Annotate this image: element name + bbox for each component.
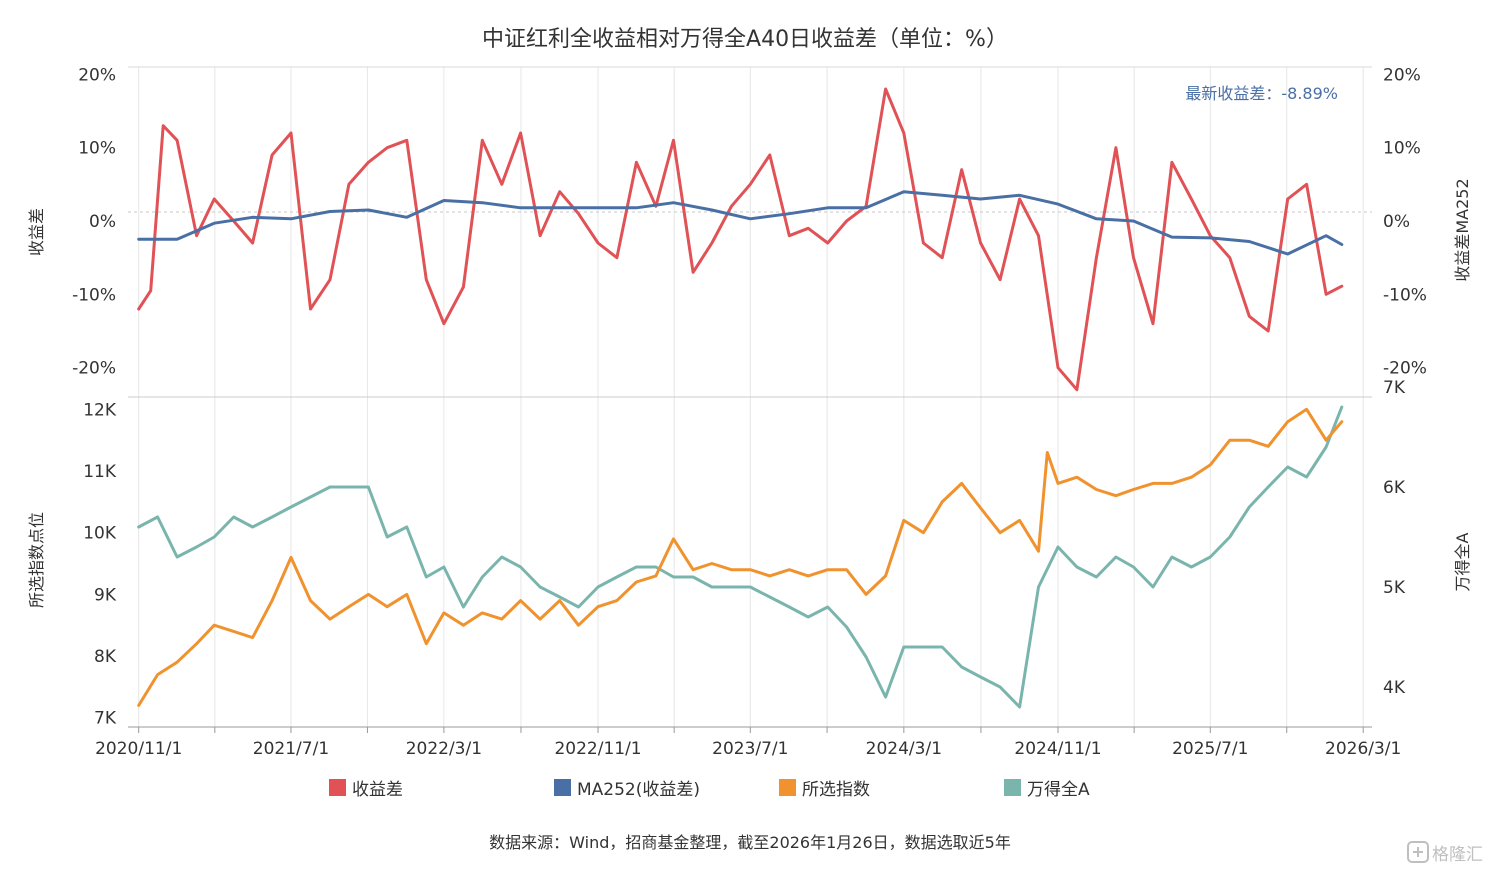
top-left-y-tick-label: 0% bbox=[89, 212, 116, 232]
legend-label-ma252: MA252(收益差) bbox=[577, 780, 700, 800]
bottom-left-y-tick-label: 11K bbox=[83, 462, 117, 482]
top-left-y-tick-label: -20% bbox=[72, 359, 116, 379]
legend-swatch-index bbox=[779, 779, 796, 796]
series-line-ma252 bbox=[137, 190, 1344, 256]
bottom-left-y-tick-label: 9K bbox=[94, 585, 117, 605]
watermark-text: 格隆汇 bbox=[1432, 845, 1483, 865]
bottom-right-y-tick-label: 7K bbox=[1383, 378, 1406, 398]
top-left-y-tick-label: 10% bbox=[78, 139, 116, 159]
bottom-left-y-tick-label: 10K bbox=[83, 524, 117, 544]
top-right-y-tick-label: 20% bbox=[1383, 65, 1421, 85]
watermark-logo: 格隆汇 bbox=[1407, 841, 1483, 865]
legend-swatch-spread bbox=[329, 779, 346, 796]
top-right-y-tick-label: 10% bbox=[1383, 139, 1421, 159]
legend-label-spread: 收益差 bbox=[352, 780, 403, 800]
source-note: 数据来源：Wind，招商基金整理，截至2026年1月26日，数据选取近5年 bbox=[489, 833, 1011, 852]
legend-label-wind-a: 万得全A bbox=[1027, 780, 1090, 800]
top-left-y-tick-label: -10% bbox=[72, 285, 116, 305]
top-left-axis-title: 收益差 bbox=[27, 208, 46, 256]
bottom-left-y-tick-label: 7K bbox=[94, 709, 117, 729]
bottom-right-y-tick-label: 6K bbox=[1383, 478, 1406, 498]
x-tick-label: 2021/7/1 bbox=[253, 739, 329, 759]
bottom-left-axis-title: 所选指数点位 bbox=[27, 512, 46, 608]
top-right-y-tick-label: -20% bbox=[1383, 359, 1427, 379]
series-line-wind-a bbox=[137, 405, 1344, 709]
top-left-y-tick-label: 20% bbox=[78, 65, 116, 85]
x-tick-label: 2025/7/1 bbox=[1172, 739, 1248, 759]
legend-swatch-ma252 bbox=[554, 779, 571, 796]
x-tick-label: 2022/3/1 bbox=[406, 739, 482, 759]
legend: 收益差 MA252(收益差) 所选指数 万得全A bbox=[329, 779, 1090, 800]
annotation-latest-spread: 最新收益差：-8.89% bbox=[1185, 84, 1338, 103]
chart-title: 中证红利全收益相对万得全A40日收益差（单位：%） bbox=[482, 27, 1008, 52]
bottom-right-y-tick-label: 5K bbox=[1383, 578, 1406, 598]
x-tick-label: 2023/7/1 bbox=[712, 739, 788, 759]
tick-labels: 2020/11/1 2021/7/1 2022/3/1 2022/11/1 2023/7… bbox=[72, 65, 1427, 759]
x-tick-label: 2024/11/1 bbox=[1014, 739, 1101, 759]
legend-swatch-wind-a bbox=[1004, 779, 1021, 796]
x-tick-label: 2022/11/1 bbox=[554, 739, 641, 759]
legend-label-index: 所选指数 bbox=[802, 780, 870, 800]
top-right-y-tick-label: 0% bbox=[1383, 212, 1410, 232]
top-right-y-tick-label: -10% bbox=[1383, 285, 1427, 305]
x-tick-label: 2020/11/1 bbox=[95, 739, 182, 759]
series-line-spread bbox=[137, 87, 1344, 392]
bottom-left-y-tick-label: 8K bbox=[94, 647, 117, 667]
bottom-right-y-tick-label: 4K bbox=[1383, 678, 1406, 698]
series-line-index bbox=[137, 407, 1344, 707]
grid-lines bbox=[138, 67, 1364, 733]
series-layer bbox=[137, 87, 1344, 709]
x-tick-label: 2024/3/1 bbox=[866, 739, 942, 759]
x-tick-label: 2026/3/1 bbox=[1325, 739, 1401, 759]
bottom-right-axis-title: 万得全A bbox=[1453, 532, 1472, 591]
bottom-left-y-tick-label: 12K bbox=[83, 400, 117, 420]
top-right-axis-title: 收益差MA252 bbox=[1453, 178, 1472, 281]
